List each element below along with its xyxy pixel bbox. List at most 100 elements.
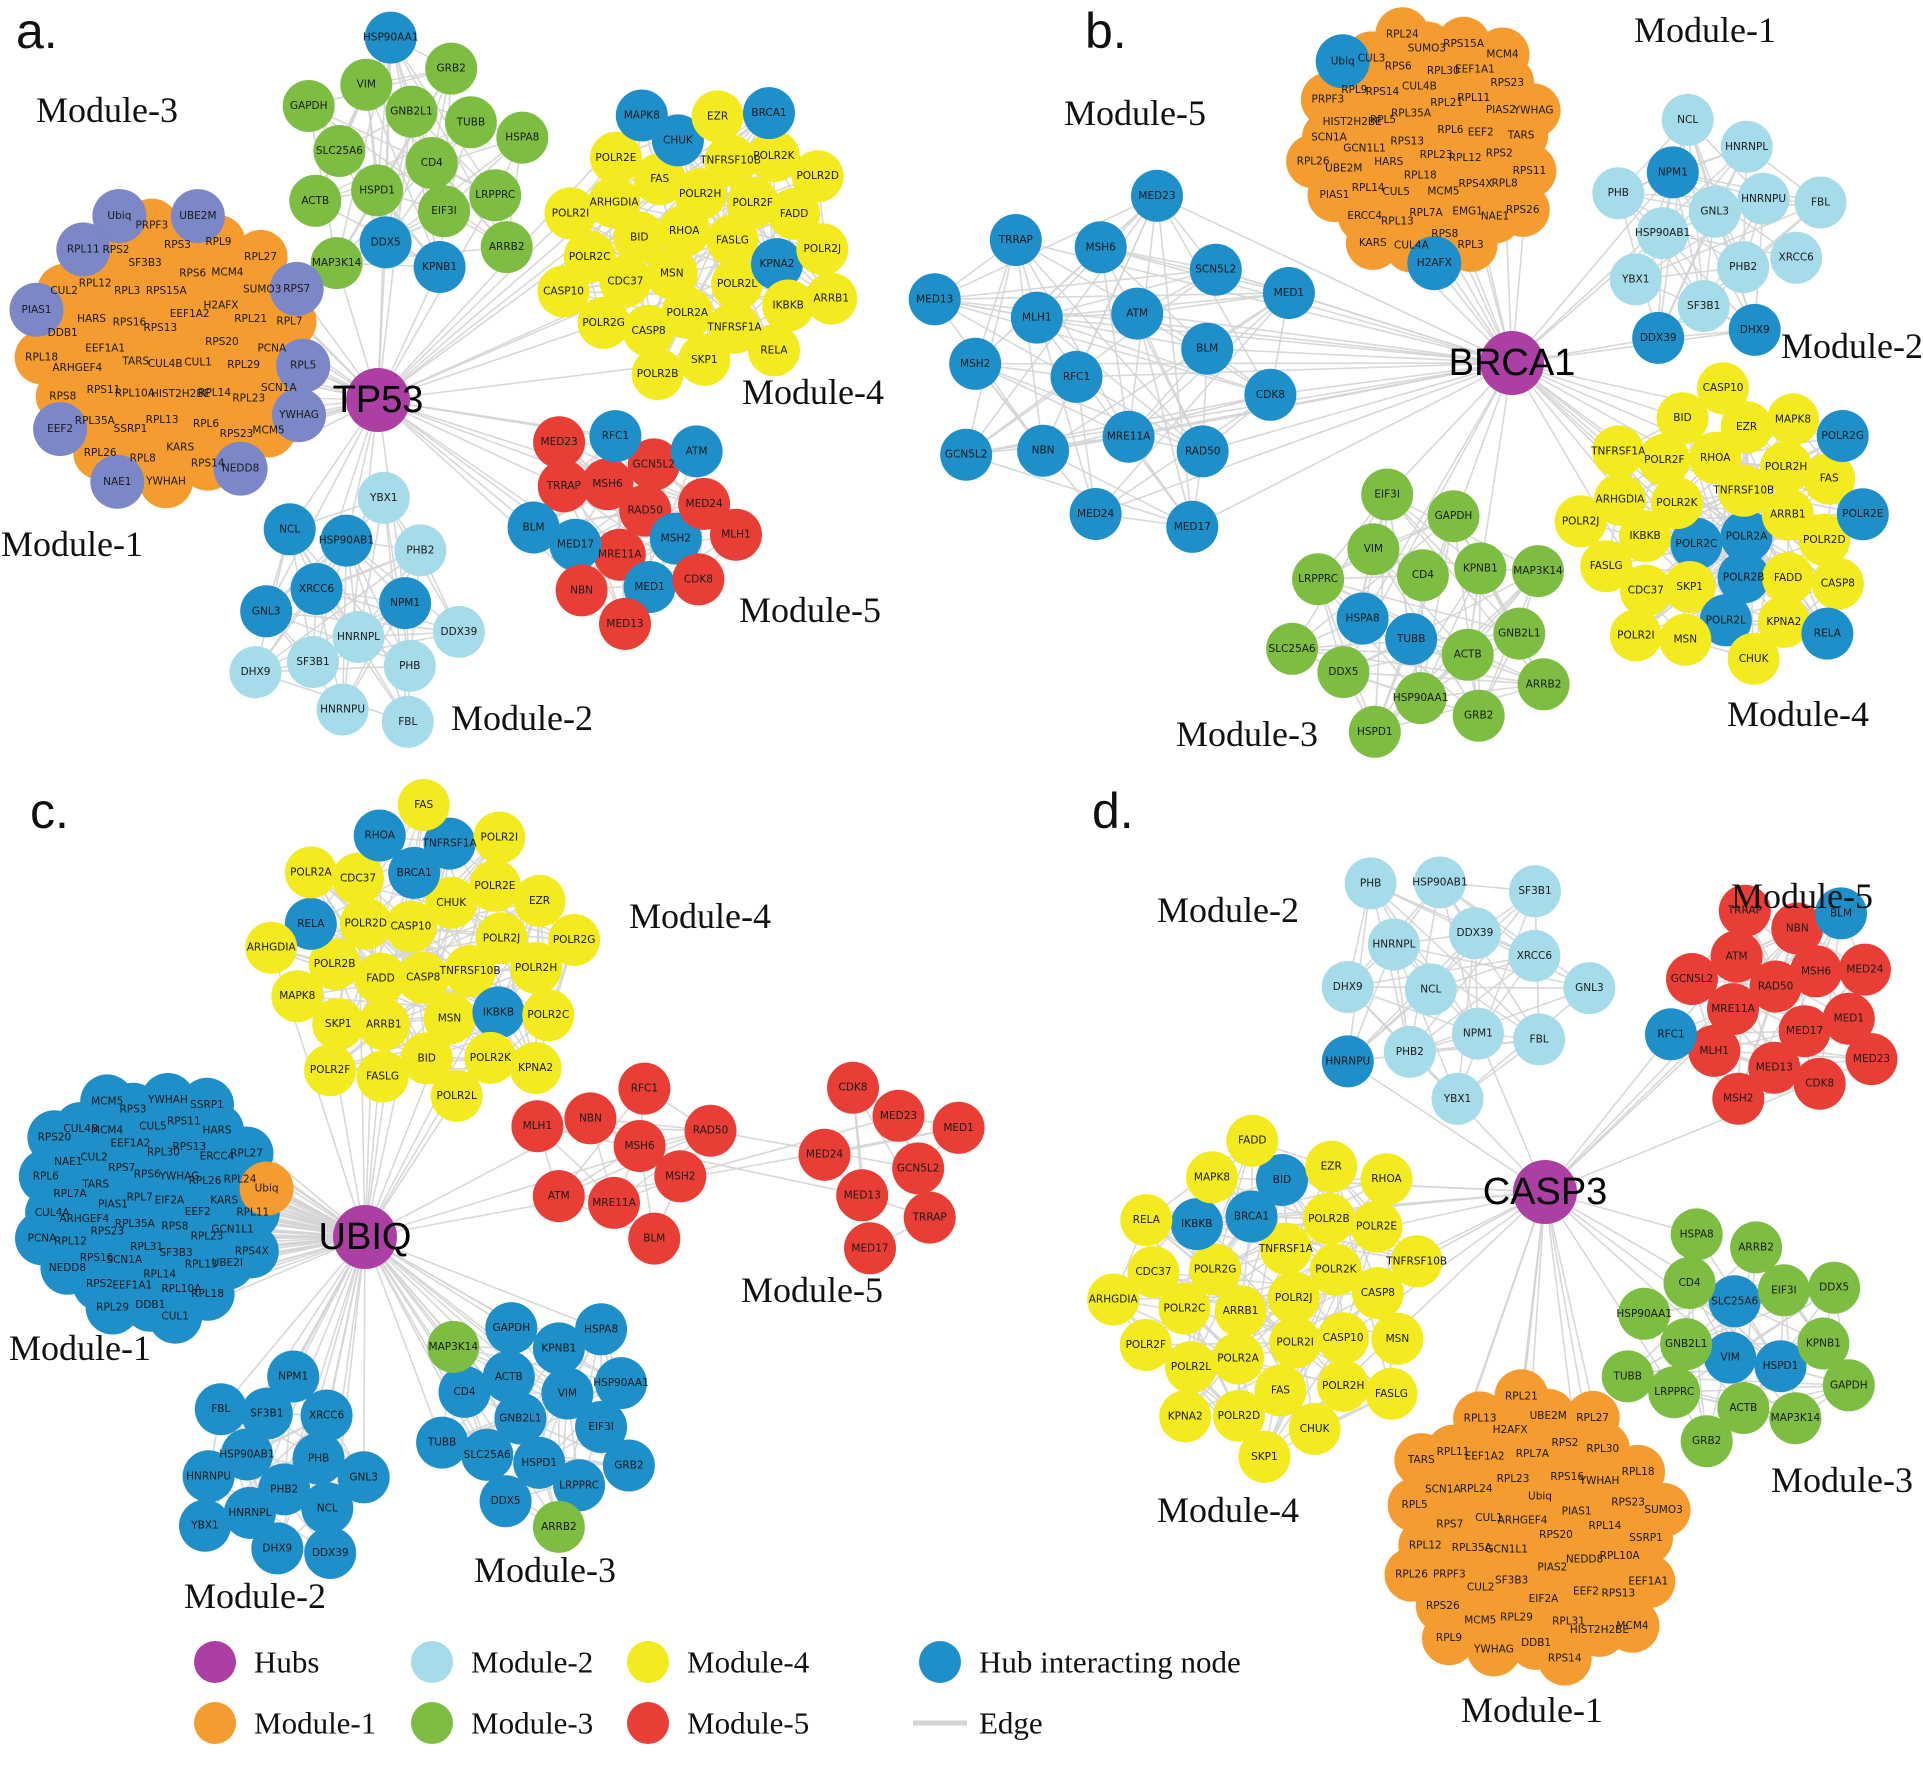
- node-ARHGDIA: [1594, 473, 1646, 526]
- node-label-RPS7: RPS7: [108, 1162, 135, 1174]
- node-HSP90AA1: [595, 1357, 647, 1410]
- node-label-KPNA2: KPNA2: [1168, 1410, 1203, 1422]
- node-GCN5L2: [892, 1142, 945, 1195]
- node-label-CUL4A: CUL4A: [35, 1207, 71, 1219]
- node-MED23: [1845, 1033, 1898, 1086]
- node-CHUK: [425, 876, 478, 929]
- node-POLR2A: [284, 846, 337, 899]
- panel-letter-a: a.: [16, 3, 58, 59]
- node-label-RPL7A: RPL7A: [53, 1188, 87, 1200]
- edge: [1544, 1191, 1675, 1393]
- node-label-RPL3: RPL3: [114, 285, 140, 297]
- node-POLR2J: [1267, 1271, 1320, 1324]
- node-label-EIF3I: EIF3I: [1374, 489, 1400, 501]
- node-label-RPL13: RPL13: [1464, 1412, 1497, 1424]
- node-MED1: [623, 561, 676, 613]
- node-ACTB: [289, 174, 342, 227]
- node-label-RPS7: RPS7: [1436, 1518, 1463, 1530]
- node-KPNA2: [1757, 595, 1810, 648]
- node-label-DDX5: DDX5: [1328, 666, 1358, 678]
- node-TRRAP: [903, 1191, 956, 1244]
- node-label-HSPA8: HSPA8: [1346, 613, 1380, 625]
- node-POLR2I: [473, 811, 526, 864]
- node-MED17: [1166, 500, 1219, 553]
- node-label-LRPPRC: LRPPRC: [559, 1479, 599, 1491]
- node-label-SKP1: SKP1: [1676, 581, 1703, 593]
- node-POLR2L: [711, 257, 764, 310]
- edge: [1291, 515, 1455, 650]
- node-label-ARRB1: ARRB1: [366, 1019, 402, 1031]
- edge: [255, 602, 406, 673]
- node-ARRB2: [1730, 1221, 1783, 1274]
- nodes-layer: [908, 7, 1889, 758]
- node-label-HIST2H2BE: HIST2H2BE: [151, 388, 210, 400]
- node-DDX39: [1448, 907, 1501, 960]
- node-label-NBN: NBN: [1786, 923, 1809, 935]
- edge: [974, 363, 1203, 453]
- node-POLR2E: [1836, 488, 1889, 541]
- labels-layer: d. NCL DDX39 NPM1 HNRNPL XRCC6 PHB2 HSP90AB1 FBL…: [1089, 783, 1913, 1730]
- node-label-EMG1: EMG1: [1452, 206, 1483, 218]
- node-label-YBX1: YBX1: [1443, 1093, 1472, 1105]
- node-POLR2H: [674, 168, 727, 221]
- node-label-RPS14: RPS14: [1366, 86, 1400, 98]
- node-RFC1: [1050, 350, 1103, 403]
- node-label-RPS4X: RPS4X: [1459, 178, 1493, 190]
- node-label-MED17: MED17: [851, 1242, 888, 1254]
- node-label-TNFRSF10B: TNFRSF10B: [439, 965, 501, 977]
- legend-label-5: Module-3: [471, 1706, 593, 1741]
- node-GCN5L2: [627, 438, 680, 491]
- node-BID: [1656, 392, 1709, 445]
- node-GAPDH: [1822, 1359, 1875, 1412]
- node-label-ERCC4: ERCC4: [200, 1151, 235, 1163]
- node-label-RPS8: RPS8: [1431, 228, 1458, 240]
- node-label-POLR2G: POLR2G: [553, 934, 596, 946]
- node-label-MED1: MED1: [634, 581, 664, 593]
- node-label-POLR2A: POLR2A: [666, 307, 708, 319]
- node-label-RPL27: RPL27: [230, 1148, 263, 1160]
- node-label-DDX39: DDX39: [312, 1547, 349, 1559]
- node-label-POLR2I: POLR2I: [481, 832, 519, 844]
- node-label-MCM5: MCM5: [1464, 1614, 1496, 1626]
- node-RAD50: [684, 1104, 737, 1157]
- node-label-POLR2L: POLR2L: [437, 1090, 477, 1102]
- node-label-RPS11: RPS11: [167, 1115, 201, 1127]
- node-label-HSPD1: HSPD1: [359, 184, 395, 196]
- node-EIF3I: [418, 185, 470, 238]
- node-label-RELA: RELA: [1133, 1214, 1161, 1226]
- node-label-FAS: FAS: [1271, 1385, 1290, 1397]
- edge: [255, 549, 421, 673]
- node-label-RPL13: RPL13: [146, 414, 179, 426]
- node-label-POLR2F: POLR2F: [732, 197, 772, 209]
- node-FAS: [1803, 452, 1856, 505]
- node-label-YWHAG: YWHAG: [278, 409, 319, 421]
- edge: [1347, 1038, 1540, 1063]
- node-label-SF3B1: SF3B1: [1687, 300, 1720, 312]
- node-PIAS1: [9, 282, 64, 337]
- node-label-YWHAG: YWHAG: [1513, 105, 1554, 117]
- node-label-RPL10A: RPL10A: [1600, 1550, 1641, 1562]
- node-label-MRE11A: MRE11A: [598, 549, 642, 561]
- node-MED24: [1838, 943, 1891, 996]
- node-label-RPL26: RPL26: [189, 1175, 222, 1187]
- node-EIF3I: [1361, 468, 1414, 521]
- node-label-ACTB: ACTB: [1729, 1402, 1757, 1414]
- node-label-RAD50: RAD50: [627, 505, 663, 517]
- node-label-YWHAG: YWHAG: [158, 1171, 199, 1183]
- node-SKP1: [678, 333, 731, 386]
- edge: [453, 1346, 622, 1384]
- node-MED13: [908, 273, 961, 326]
- node-GNL3: [1563, 962, 1616, 1015]
- edge: [1207, 347, 1513, 364]
- node-label-MAP3K14: MAP3K14: [312, 257, 362, 269]
- node-MRE11A: [1102, 410, 1155, 463]
- node-label-TARS: TARS: [121, 356, 149, 368]
- node-label-KPNB1: KPNB1: [1463, 562, 1498, 574]
- node-POLR2D: [339, 897, 392, 950]
- node-label-GCN5L2: GCN5L2: [633, 458, 676, 470]
- node-CASP10: [1697, 362, 1749, 415]
- node-POLR2H: [1317, 1359, 1370, 1412]
- node-label-RPL24: RPL24: [1386, 28, 1419, 40]
- node-EEF1A1: [1621, 1554, 1676, 1609]
- node-label-GNB2L1: GNB2L1: [499, 1413, 541, 1425]
